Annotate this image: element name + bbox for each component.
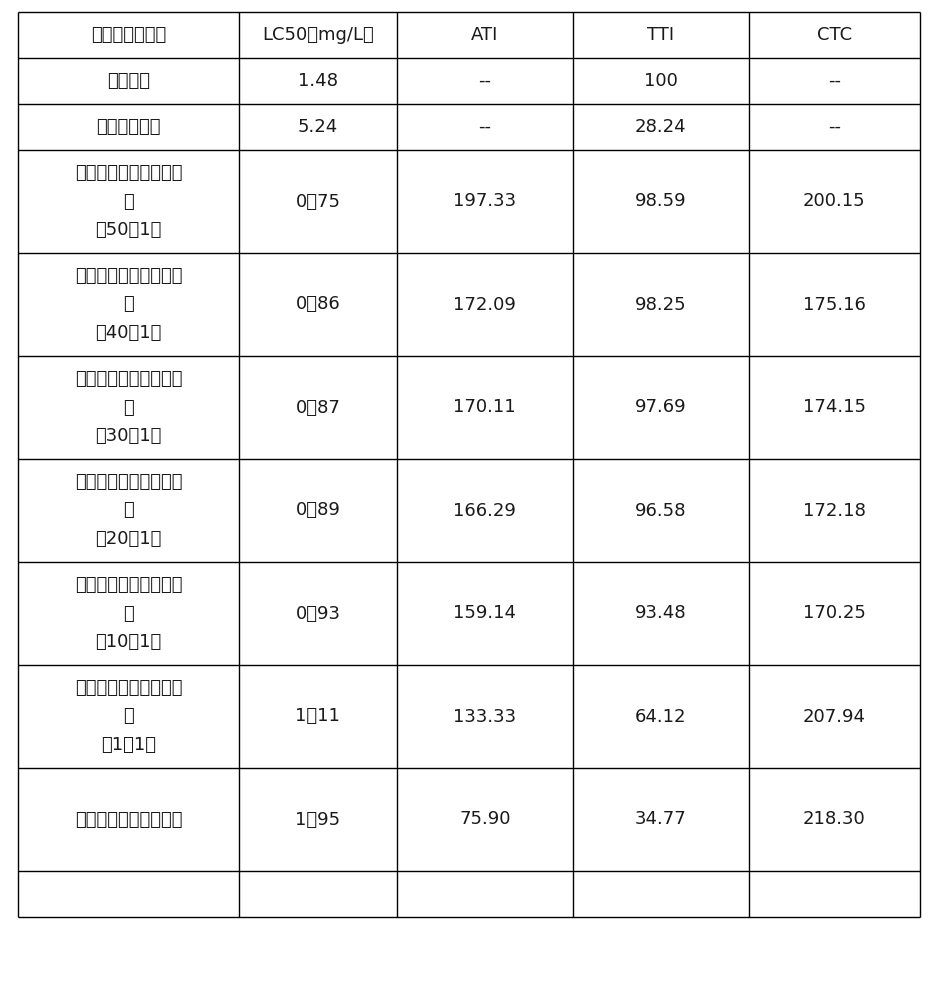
Text: 胺: 胺 — [123, 398, 134, 416]
Text: 34.77: 34.77 — [635, 810, 687, 828]
Text: 28.24: 28.24 — [635, 118, 687, 136]
Text: 197.33: 197.33 — [453, 192, 516, 211]
Text: 环氧虫啾：氯氟氰虫酰: 环氧虫啾：氯氟氰虫酰 — [75, 164, 182, 182]
Text: --: -- — [478, 72, 492, 90]
Text: CTC: CTC — [817, 26, 852, 44]
Text: 98.25: 98.25 — [635, 296, 687, 314]
Text: 环氧虫啾：氯氟氰虫酰: 环氧虫啾：氯氟氰虫酰 — [75, 679, 182, 697]
Text: LC50（mg/L）: LC50（mg/L） — [262, 26, 373, 44]
Text: 218.30: 218.30 — [803, 810, 866, 828]
Text: 胺: 胺 — [123, 192, 134, 211]
Text: （40：1）: （40：1） — [96, 324, 161, 342]
Text: 207.94: 207.94 — [803, 708, 866, 726]
Text: 环氧虫啾: 环氧虫啾 — [107, 72, 150, 90]
Text: TTI: TTI — [647, 26, 674, 44]
Text: --: -- — [828, 72, 840, 90]
Text: 环氧虫啾：氯氟氰虫酰: 环氧虫啾：氯氟氰虫酰 — [75, 370, 182, 388]
Text: 133.33: 133.33 — [453, 708, 516, 726]
Text: 胺: 胺 — [123, 502, 134, 520]
Text: 172.18: 172.18 — [803, 502, 866, 520]
Text: 0．89: 0．89 — [295, 502, 340, 520]
Text: 93.48: 93.48 — [635, 604, 687, 622]
Text: --: -- — [478, 118, 492, 136]
Text: 172.09: 172.09 — [453, 296, 516, 314]
Text: 0．87: 0．87 — [295, 398, 340, 416]
Text: 环氧虫啾：氯氟氰虫酰: 环氧虫啾：氯氟氰虫酰 — [75, 810, 182, 828]
Text: 64.12: 64.12 — [635, 708, 687, 726]
Text: 1．11: 1．11 — [295, 708, 340, 726]
Text: 170.11: 170.11 — [453, 398, 516, 416]
Text: 159.14: 159.14 — [453, 604, 516, 622]
Text: 氯氟氰虫酰胺: 氯氟氰虫酰胺 — [97, 118, 160, 136]
Text: 174.15: 174.15 — [803, 398, 866, 416]
Text: 75.90: 75.90 — [459, 810, 510, 828]
Text: 200.15: 200.15 — [803, 192, 866, 211]
Text: 胺: 胺 — [123, 708, 134, 726]
Text: 100: 100 — [643, 72, 677, 90]
Text: 170.25: 170.25 — [803, 604, 866, 622]
Text: 环氧虫啾：氯氟氰虫酰: 环氧虫啾：氯氟氰虫酰 — [75, 576, 182, 594]
Text: ATI: ATI — [471, 26, 498, 44]
Text: 98.59: 98.59 — [635, 192, 687, 211]
Text: （10：1）: （10：1） — [96, 633, 161, 651]
Text: 胺: 胺 — [123, 296, 134, 314]
Text: （20：1）: （20：1） — [96, 530, 161, 548]
Text: 药剂名称及配比: 药剂名称及配比 — [91, 26, 166, 44]
Text: （50：1）: （50：1） — [96, 221, 161, 239]
Text: 1.48: 1.48 — [298, 72, 338, 90]
Text: 166.29: 166.29 — [453, 502, 516, 520]
Text: （1：1）: （1：1） — [101, 736, 156, 754]
Text: 胺: 胺 — [123, 604, 134, 622]
Text: （30：1）: （30：1） — [96, 427, 161, 445]
Text: 5.24: 5.24 — [297, 118, 338, 136]
Text: 96.58: 96.58 — [635, 502, 687, 520]
Text: 0．93: 0．93 — [295, 604, 340, 622]
Text: 环氧虫啾：氯氟氰虫酰: 环氧虫啾：氯氟氰虫酰 — [75, 473, 182, 491]
Text: --: -- — [828, 118, 840, 136]
Text: 环氧虫啾：氯氟氰虫酰: 环氧虫啾：氯氟氰虫酰 — [75, 267, 182, 285]
Text: 97.69: 97.69 — [635, 398, 687, 416]
Text: 175.16: 175.16 — [803, 296, 866, 314]
Text: 1．95: 1．95 — [295, 810, 340, 828]
Text: 0．86: 0．86 — [295, 296, 340, 314]
Text: 0．75: 0．75 — [295, 192, 340, 211]
